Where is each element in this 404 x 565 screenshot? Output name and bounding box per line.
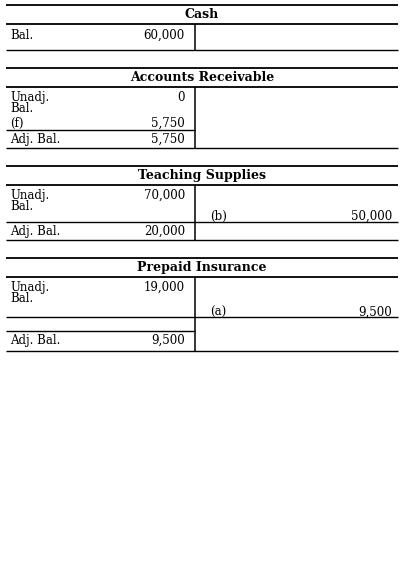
Text: 50,000: 50,000 [351,210,392,223]
Text: 5,750: 5,750 [151,117,185,130]
Text: Cash: Cash [185,8,219,21]
Text: 20,000: 20,000 [144,225,185,238]
Text: Bal.: Bal. [10,102,33,115]
Text: 9,500: 9,500 [151,334,185,347]
Text: (b): (b) [210,210,227,223]
Text: Bal.: Bal. [10,200,33,213]
Text: Adj. Bal.: Adj. Bal. [10,225,60,238]
Text: (f): (f) [10,117,23,130]
Text: (a): (a) [210,306,226,319]
Text: Bal.: Bal. [10,29,33,42]
Text: Teaching Supplies: Teaching Supplies [138,169,266,182]
Text: Accounts Receivable: Accounts Receivable [130,71,274,84]
Text: Unadj.: Unadj. [10,91,49,104]
Text: Unadj.: Unadj. [10,281,49,294]
Text: Unadj.: Unadj. [10,189,49,202]
Text: 19,000: 19,000 [144,281,185,294]
Text: 9,500: 9,500 [358,306,392,319]
Text: Bal.: Bal. [10,292,33,305]
Text: 5,750: 5,750 [151,133,185,146]
Text: 0: 0 [177,91,185,104]
Text: Prepaid Insurance: Prepaid Insurance [137,261,267,274]
Text: 70,000: 70,000 [144,189,185,202]
Text: 60,000: 60,000 [144,29,185,42]
Text: Adj. Bal.: Adj. Bal. [10,334,60,347]
Text: Adj. Bal.: Adj. Bal. [10,133,60,146]
